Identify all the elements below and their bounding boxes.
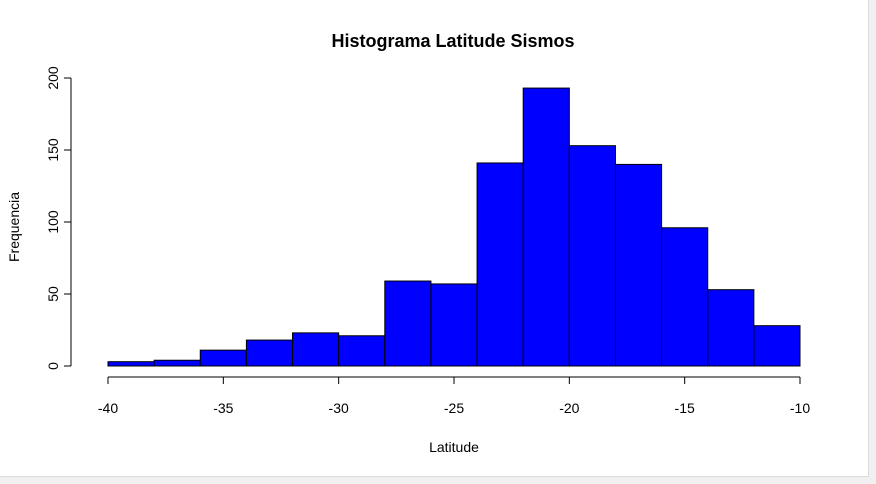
x-tick-label: -15 [675, 400, 695, 416]
histogram-bar [430, 283, 478, 367]
plot-frame [0, 0, 869, 477]
x-tick-label: -40 [98, 400, 118, 416]
chart-title: Histograma Latitude Sismos [331, 31, 574, 51]
histogram-bar [153, 359, 201, 367]
y-tick-label: 50 [45, 286, 61, 302]
x-tick-label: -30 [329, 400, 349, 416]
histogram-bar [338, 335, 386, 367]
y-tick-label: 0 [45, 362, 61, 370]
histogram-bar [753, 325, 801, 367]
x-tick-label: -10 [790, 400, 810, 416]
histogram-bar [199, 349, 247, 367]
histogram-bar [245, 339, 294, 367]
x-tick-label: -20 [559, 400, 579, 416]
x-axis-label: Latitude [429, 439, 479, 455]
y-axis: 0 50 100 150 200 [45, 66, 72, 370]
y-tick-label: 150 [45, 138, 61, 162]
x-axis: -40 -35 -30 -25 -20 -15 -10 [98, 376, 810, 416]
y-axis-label: Frequencia [6, 192, 22, 262]
histogram-bar [476, 162, 524, 367]
histogram-bar [522, 87, 570, 367]
x-tick-label: -25 [444, 400, 464, 416]
histogram-bar [568, 145, 616, 367]
bars-group [107, 87, 801, 367]
histogram-bar [614, 163, 663, 367]
histogram-bar [707, 289, 755, 367]
histogram-bar [384, 280, 432, 367]
y-tick-label: 100 [45, 210, 61, 234]
histogram-bar [292, 332, 340, 367]
x-tick-label: -35 [213, 400, 233, 416]
y-tick-label: 200 [45, 66, 61, 90]
histogram-bar [661, 227, 709, 367]
histogram-bar [107, 361, 155, 367]
